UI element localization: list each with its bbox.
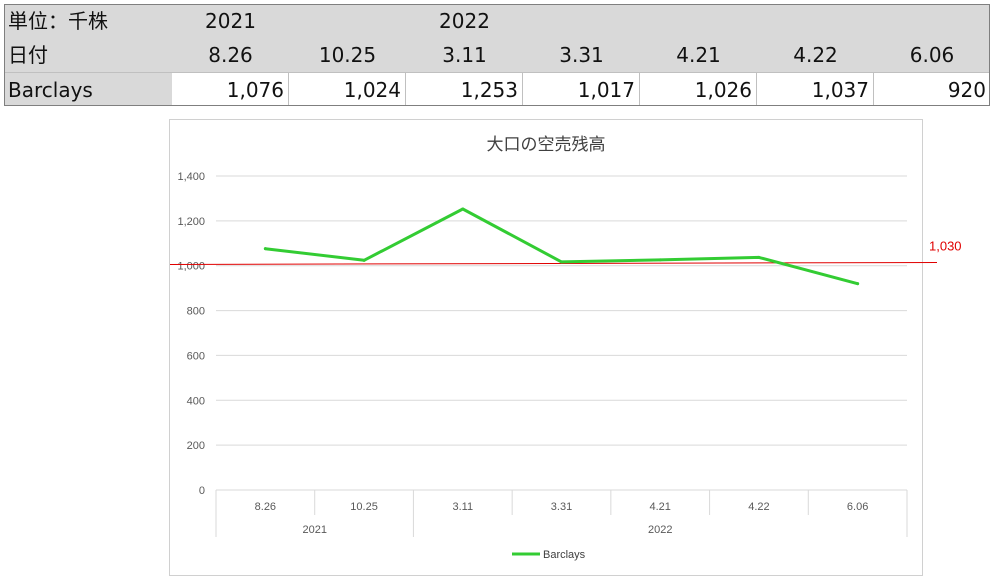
value-cell[interactable]: 1,076 — [172, 72, 289, 106]
date-cell: 3.31 — [559, 43, 604, 67]
data-point — [461, 207, 465, 211]
y-tick-label: 1,200 — [177, 216, 205, 228]
value-cell[interactable]: 1,026 — [640, 72, 757, 106]
table-row-dates: 日付 8.26 10.25 3.11 3.31 4.21 4.22 6.06 — [4, 38, 990, 72]
date-cell: 8.26 — [208, 43, 253, 67]
x-group-label: 2021 — [302, 524, 326, 536]
series-label: Barclays — [4, 72, 172, 106]
date-cell: 4.21 — [676, 43, 721, 67]
date-label: 日付 — [8, 43, 48, 67]
value-cell[interactable]: 1,024 — [289, 72, 406, 106]
x-tick-label: 10.25 — [350, 501, 378, 513]
year-label-2021: 2021 — [205, 9, 256, 33]
reference-line — [169, 261, 938, 265]
x-tick-label: 3.31 — [551, 501, 572, 513]
value-cell[interactable]: 1,017 — [523, 72, 640, 106]
data-point — [856, 282, 860, 286]
legend-label: Barclays — [543, 549, 586, 561]
x-group-label: 2022 — [648, 524, 672, 536]
date-cell: 6.06 — [909, 43, 955, 67]
data-point — [560, 260, 563, 264]
y-tick-label: 800 — [187, 306, 205, 318]
unit-label: 単位：千株 — [8, 9, 108, 33]
x-tick-label: 3.11 — [452, 501, 473, 513]
chart-area[interactable] — [169, 119, 923, 576]
data-point — [362, 258, 366, 262]
y-tick-label: 600 — [187, 350, 205, 362]
data-point — [263, 247, 267, 251]
x-tick-label: 6.06 — [847, 501, 868, 513]
value-cell[interactable]: 1,253 — [406, 72, 523, 106]
data-point — [757, 255, 761, 259]
date-cell: 10.25 — [318, 43, 377, 67]
date-cell: 4.22 — [793, 43, 838, 67]
year-label-2022: 2022 — [439, 9, 490, 33]
table-row-unit: 単位：千株 2021 2022 — [4, 4, 990, 38]
x-tick-label: 4.21 — [650, 501, 671, 513]
y-tick-label: 1,400 — [177, 171, 205, 183]
value-cell[interactable]: 1,037 — [757, 72, 874, 106]
reference-line-label: 1,030 — [929, 238, 962, 253]
value-cell[interactable]: 920 — [874, 72, 990, 106]
y-tick-label: 400 — [187, 395, 205, 407]
y-tick-label: 1,000 — [177, 261, 205, 273]
x-tick-label: 4.22 — [748, 501, 769, 513]
y-tick-label: 200 — [187, 440, 205, 452]
series-line-barclays — [263, 207, 860, 286]
y-tick-label: 0 — [199, 485, 205, 497]
data-table: 単位：千株 2021 2022 日付 8.26 10.25 3.11 3.31 … — [4, 4, 990, 106]
x-tick-label: 8.26 — [255, 501, 276, 513]
chart-title: 大口の空売残高 — [487, 135, 606, 155]
data-point — [658, 258, 662, 262]
table-row-values: Barclays 1,076 1,024 1,253 1,017 1,026 1… — [4, 72, 990, 106]
date-cell: 3.11 — [442, 43, 487, 67]
